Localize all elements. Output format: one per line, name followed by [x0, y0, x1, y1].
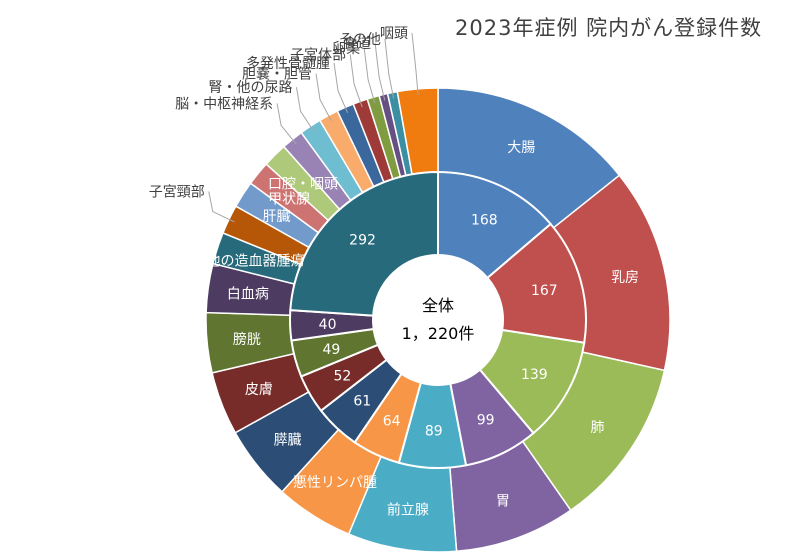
outer-label-7: 皮膚: [245, 382, 273, 398]
outer-label-5: 悪性リンパ腫: [293, 475, 377, 491]
outer-label-0: 大腸: [507, 140, 535, 156]
outer-label-16: 腎・他の尿路: [208, 80, 292, 96]
outer-label-11: 子宮頸部: [149, 185, 205, 201]
outer-label-22: その他: [339, 32, 381, 48]
inner-value-label-6: 61: [353, 394, 371, 410]
outer-label-23: 咽頭: [380, 26, 408, 42]
inner-value-label-0: 168: [471, 213, 498, 229]
leader-line-11: [208, 191, 235, 223]
outer-label-14: 口腔・咽頭: [268, 177, 338, 193]
leader-line-18: [333, 62, 349, 114]
chart-title: 2023年症例 院内がん登録件数: [455, 16, 763, 40]
inner-value-label-10: 292: [349, 232, 376, 248]
inner-value-label-5: 64: [383, 413, 401, 429]
leader-line-20: [363, 47, 376, 104]
outer-label-17: 胆嚢・胆管: [242, 67, 312, 83]
outer-label-15: 脳・中枢神経系: [175, 96, 273, 112]
inner-value-label-7: 52: [333, 368, 351, 384]
outer-label-8: 膀胱: [233, 331, 261, 348]
outer-label-3: 胃: [496, 494, 510, 510]
inner-value-label-4: 89: [425, 423, 443, 439]
leader-line-17: [315, 73, 332, 121]
outer-label-4: 前立腺: [387, 502, 429, 519]
leader-line-22: [384, 38, 395, 99]
outer-label-1: 乳房: [611, 270, 639, 286]
inner-value-label-1: 167: [531, 283, 558, 299]
outer-label-19: 子宮体部: [290, 47, 346, 63]
leader-line-16: [296, 87, 315, 132]
outer-label-20: 卵巣: [332, 41, 360, 57]
outer-label-10: 他の造血器腫瘍: [206, 252, 304, 269]
outer-label-12: 肝臓: [263, 209, 291, 225]
center-label: 全体: [422, 296, 454, 315]
center-hole: [373, 255, 503, 385]
leader-line-19: [349, 54, 363, 108]
outer-label-6: 膵臓: [274, 432, 302, 448]
center-value: 1，220件: [402, 324, 475, 343]
outer-label-18: 多発性骨髄腫: [246, 55, 330, 72]
outer-label-13: 甲状腺: [268, 192, 310, 208]
outer-label-21: 食道: [343, 35, 371, 52]
outer-label-2: 肺: [590, 420, 604, 436]
outer-label-9: 白血病: [227, 286, 269, 302]
leader-line-15: [276, 103, 297, 145]
inner-value-label-9: 40: [319, 317, 337, 333]
leader-line-23: [411, 32, 419, 95]
outer-ring: [205, 87, 671, 552]
inner-value-label-3: 99: [477, 413, 495, 429]
inner-value-label-2: 139: [521, 367, 548, 383]
inner-value-label-8: 49: [322, 342, 340, 358]
leader-line-21: [374, 42, 386, 101]
